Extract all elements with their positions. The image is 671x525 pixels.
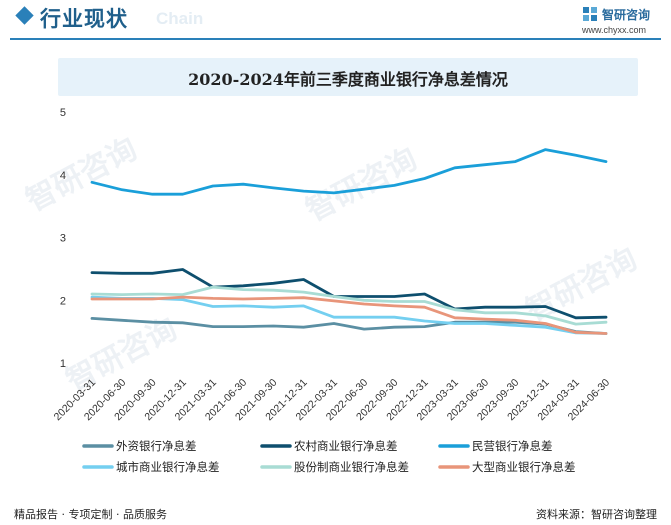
y-tick-label: 5 — [60, 107, 66, 119]
footer-source: 资料来源：智研咨询整理 — [536, 508, 657, 521]
header-divider — [10, 38, 661, 40]
series-line — [90, 148, 608, 196]
chart-title-box — [58, 58, 638, 96]
legend-label: 农村商业银行净息差 — [294, 439, 398, 453]
section-title: 行业现状 — [40, 7, 128, 31]
footer-tagline: 精品报告 · 专项定制 · 品质服务 — [14, 508, 167, 521]
legend-label: 外资银行净息差 — [116, 439, 197, 453]
series-line — [90, 285, 608, 326]
series-line — [90, 268, 608, 320]
brand-block: 智研咨询 www.chyxx.com — [582, 4, 668, 40]
brand-name: 智研咨询 — [602, 8, 651, 22]
y-tick-label: 1 — [60, 358, 66, 370]
chart-title: 2020-2024年前三季度商业银行净息差情况 — [188, 70, 508, 89]
series-line — [90, 295, 608, 335]
legend-label: 股份制商业银行净息差 — [294, 460, 409, 474]
header-bar: 行业现状 Chain 智研咨询 www.chyxx.com — [0, 0, 671, 38]
legend-label: 城市商业银行净息差 — [116, 460, 220, 474]
y-tick-label: 4 — [60, 170, 66, 182]
legend-label: 大型商业银行净息差 — [472, 460, 576, 474]
header-watermark: Chain — [156, 9, 204, 28]
brand-url: www.chyxx.com — [582, 25, 647, 35]
y-tick-label: 3 — [60, 233, 66, 245]
series-line — [90, 295, 608, 335]
series-line — [90, 316, 608, 335]
brand-logo-icon — [583, 7, 597, 21]
legend-label: 民营银行净息差 — [472, 439, 553, 453]
y-tick-label: 2 — [60, 295, 66, 307]
footer-bar: 精品报告 · 专项定制 · 品质服务 资料来源：智研咨询整理 — [0, 504, 671, 525]
